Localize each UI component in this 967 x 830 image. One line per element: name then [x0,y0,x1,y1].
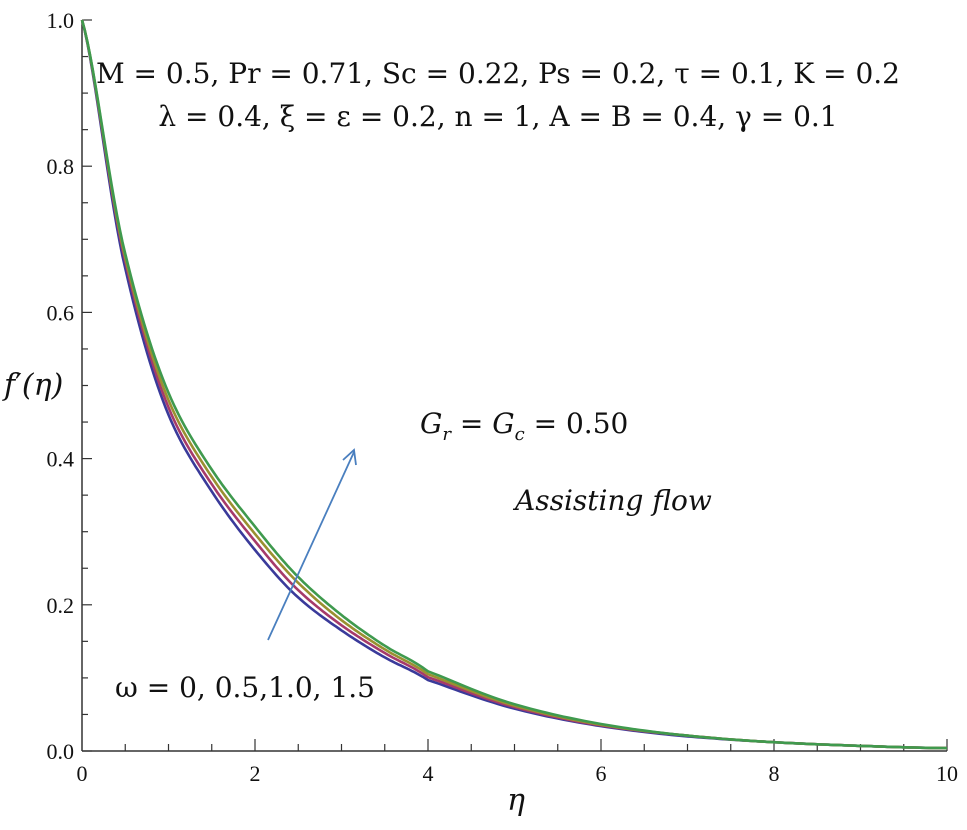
flow-type-annotation: Assisting flow [512,484,712,517]
x-tick-label: 6 [596,761,607,786]
curves [80,19,948,750]
x-tick-label: 8 [769,761,780,786]
y-tick-label: 0.6 [47,300,75,325]
parameters-line-2: λ = 0.4, ξ = ε = 0.2, n = 1, A = B = 0.4… [158,100,837,133]
y-ticks: 0.0 0.2 0.4 0.6 0.8 1.0 [47,8,92,764]
x-tick-label: 10 [936,761,958,786]
x-axis-label: η [507,783,525,818]
y-tick-label: 0.4 [47,447,75,472]
increasing-omega-arrow [267,448,357,641]
y-tick-label: 0.8 [47,154,75,179]
omega-values-annotation: ω = 0, 0.5,1.0, 1.5 [115,671,375,704]
x-tick-label: 0 [77,761,88,786]
grashof-annotation: Gr = Gc = 0.50 [420,407,628,445]
x-ticks: 0 2 4 6 8 10 [77,739,958,786]
curve-series-3 [80,19,948,750]
x-tick-label: 4 [423,761,434,786]
y-tick-label: 1.0 [47,8,75,33]
x-tick-label: 2 [250,761,261,786]
parameters-line-1: M = 0.5, Pr = 0.71, Sc = 0.22, Ps = 0.2,… [96,57,900,90]
axes: 0.0 0.2 0.4 0.6 0.8 1.0 0 2 4 6 8 10 [47,8,959,786]
y-tick-label: 0.2 [47,593,75,618]
y-tick-label: 0.0 [47,739,75,764]
y-axis-label: f′(η) [2,368,63,403]
